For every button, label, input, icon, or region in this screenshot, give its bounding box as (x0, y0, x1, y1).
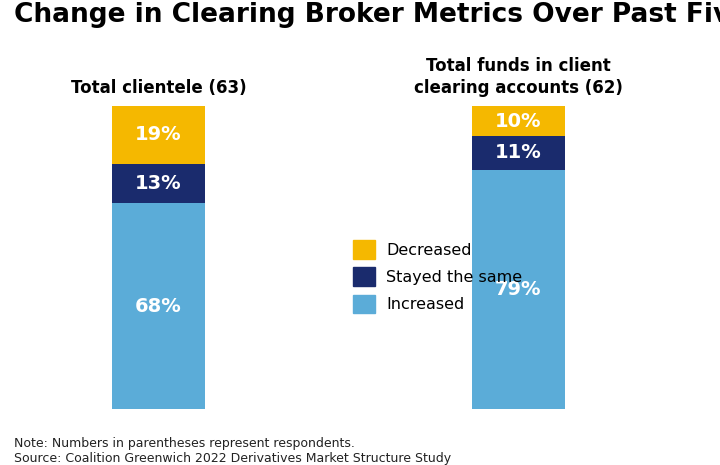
Text: Note: Numbers in parentheses represent respondents.
Source: Coalition Greenwich : Note: Numbers in parentheses represent r… (14, 437, 451, 465)
Text: 13%: 13% (135, 174, 181, 193)
Bar (472, 170, 565, 409)
Text: Total clientele (63): Total clientele (63) (71, 79, 246, 97)
Text: 19%: 19% (135, 125, 181, 144)
Bar (472, 136, 565, 170)
Text: Change in Clearing Broker Metrics Over Past Five Years: Change in Clearing Broker Metrics Over P… (14, 2, 720, 28)
Text: 10%: 10% (495, 112, 541, 131)
Bar (112, 203, 205, 409)
Text: Total funds in client
clearing accounts (62): Total funds in client clearing accounts … (414, 57, 623, 97)
Bar (112, 106, 205, 164)
Text: 68%: 68% (135, 297, 181, 316)
Bar (112, 164, 205, 203)
Legend: Decreased, Stayed the same, Increased: Decreased, Stayed the same, Increased (346, 234, 528, 319)
Text: 11%: 11% (495, 143, 541, 162)
Text: 79%: 79% (495, 280, 541, 299)
Bar (472, 106, 565, 136)
